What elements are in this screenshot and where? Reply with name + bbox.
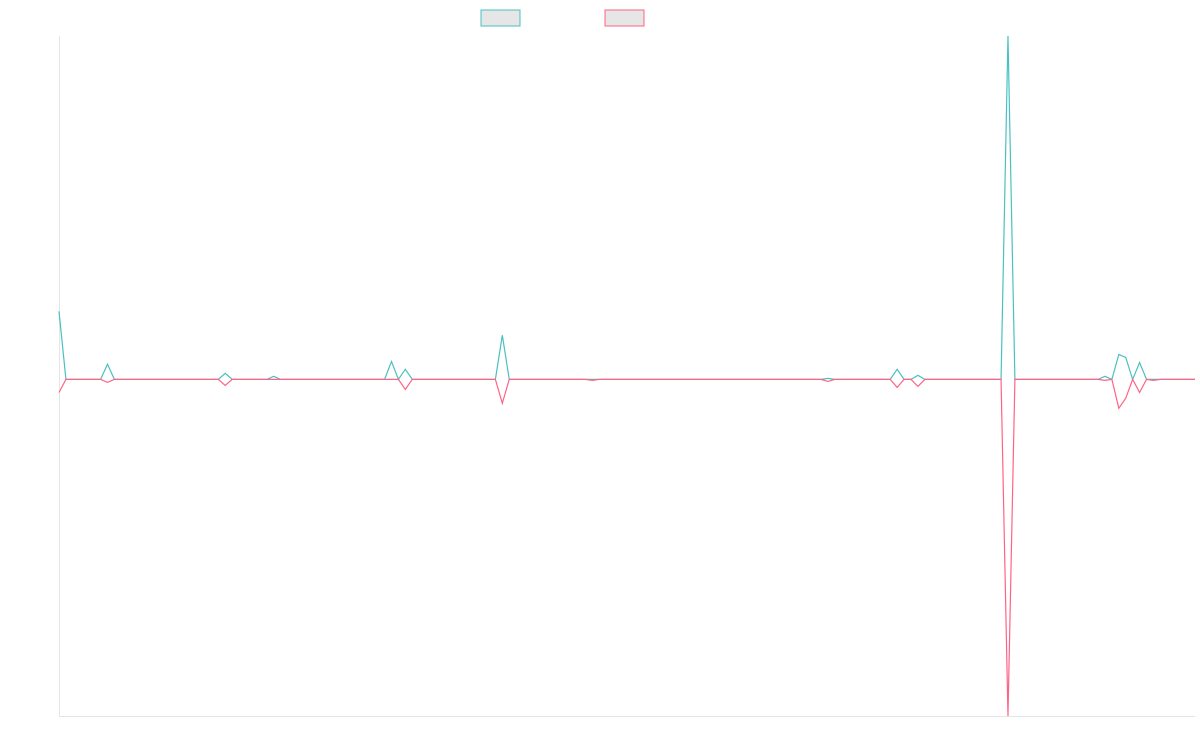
line-series <box>58 35 1195 382</box>
legend-swatch[interactable] <box>480 9 521 27</box>
line-series <box>58 377 1195 717</box>
legend-swatch[interactable] <box>604 9 645 27</box>
